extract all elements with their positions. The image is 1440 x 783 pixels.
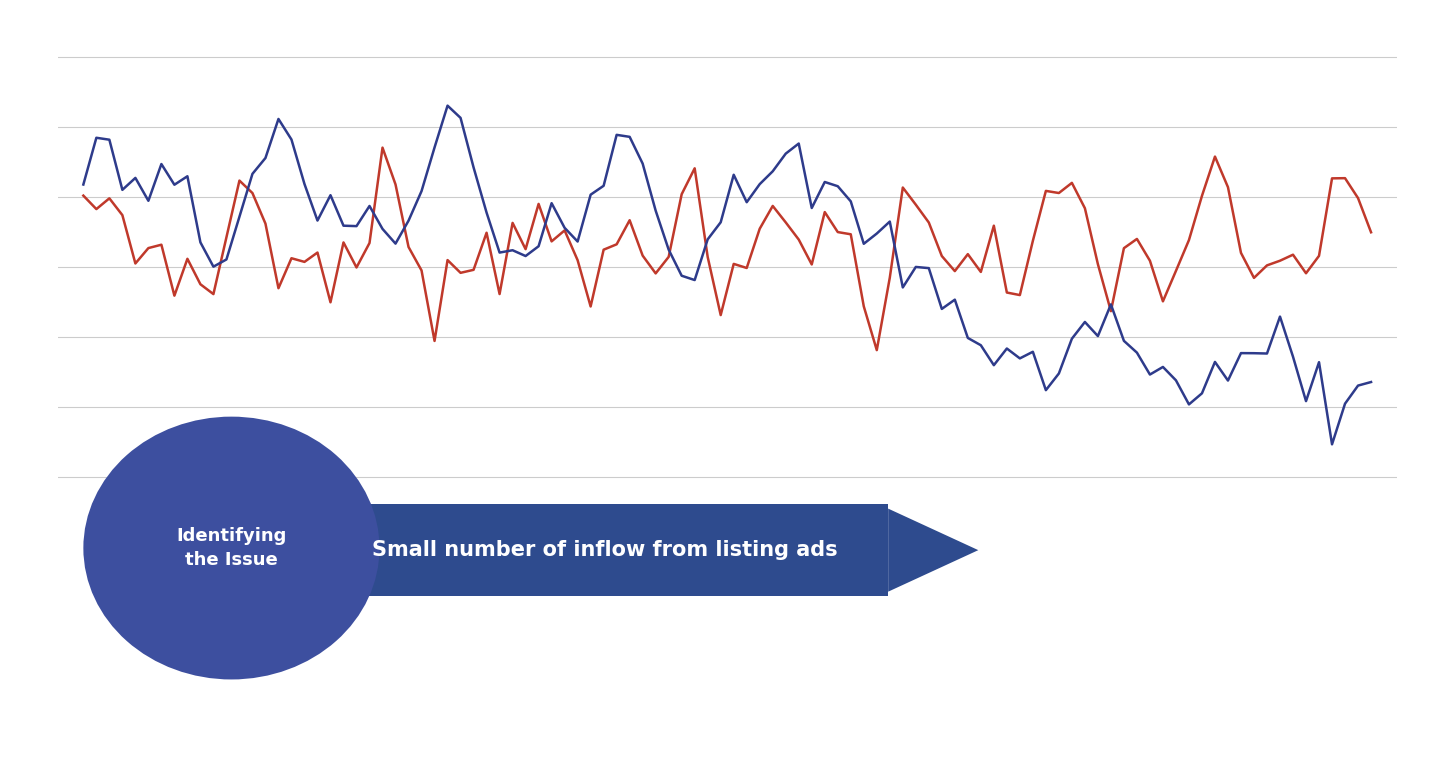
Ellipse shape <box>84 417 380 680</box>
FancyBboxPatch shape <box>321 504 888 597</box>
Text: Small number of inflow from listing ads: Small number of inflow from listing ads <box>372 540 838 560</box>
Polygon shape <box>888 509 978 592</box>
Text: Identifying
the Issue: Identifying the Issue <box>176 527 287 568</box>
